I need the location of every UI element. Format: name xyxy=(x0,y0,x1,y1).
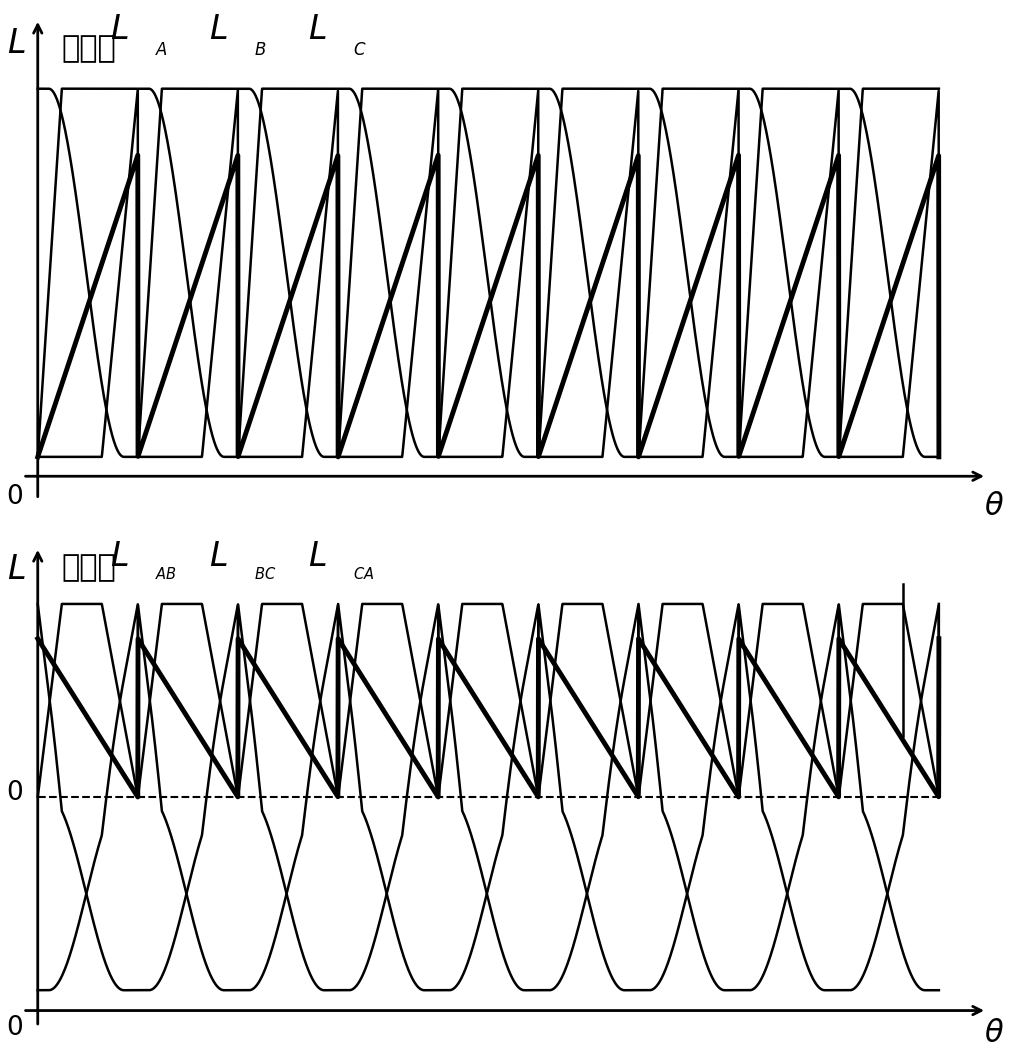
Text: 0: 0 xyxy=(6,1015,22,1040)
Text: $θ$: $θ$ xyxy=(984,492,1004,521)
Text: 0: 0 xyxy=(6,780,22,806)
Text: $L$: $L$ xyxy=(308,541,326,573)
Text: $L$: $L$ xyxy=(209,13,227,46)
Text: 线电感: 线电感 xyxy=(62,553,116,582)
Text: $θ$: $θ$ xyxy=(984,1019,1004,1048)
Text: $_{AB}$: $_{AB}$ xyxy=(155,562,177,582)
Text: 相电感: 相电感 xyxy=(62,35,116,63)
Text: $L$: $L$ xyxy=(110,13,128,46)
Text: $_{CA}$: $_{CA}$ xyxy=(354,562,375,582)
Text: $L$: $L$ xyxy=(110,541,128,573)
Text: 0: 0 xyxy=(6,484,22,510)
Text: $_{BC}$: $_{BC}$ xyxy=(255,562,277,582)
Text: $L$: $L$ xyxy=(7,553,25,586)
Text: $L$: $L$ xyxy=(7,26,25,60)
Text: $L$: $L$ xyxy=(209,541,227,573)
Text: $_{A}$: $_{A}$ xyxy=(155,34,168,58)
Text: $_{C}$: $_{C}$ xyxy=(354,34,367,58)
Text: $_{B}$: $_{B}$ xyxy=(255,34,267,58)
Text: $L$: $L$ xyxy=(308,13,326,46)
